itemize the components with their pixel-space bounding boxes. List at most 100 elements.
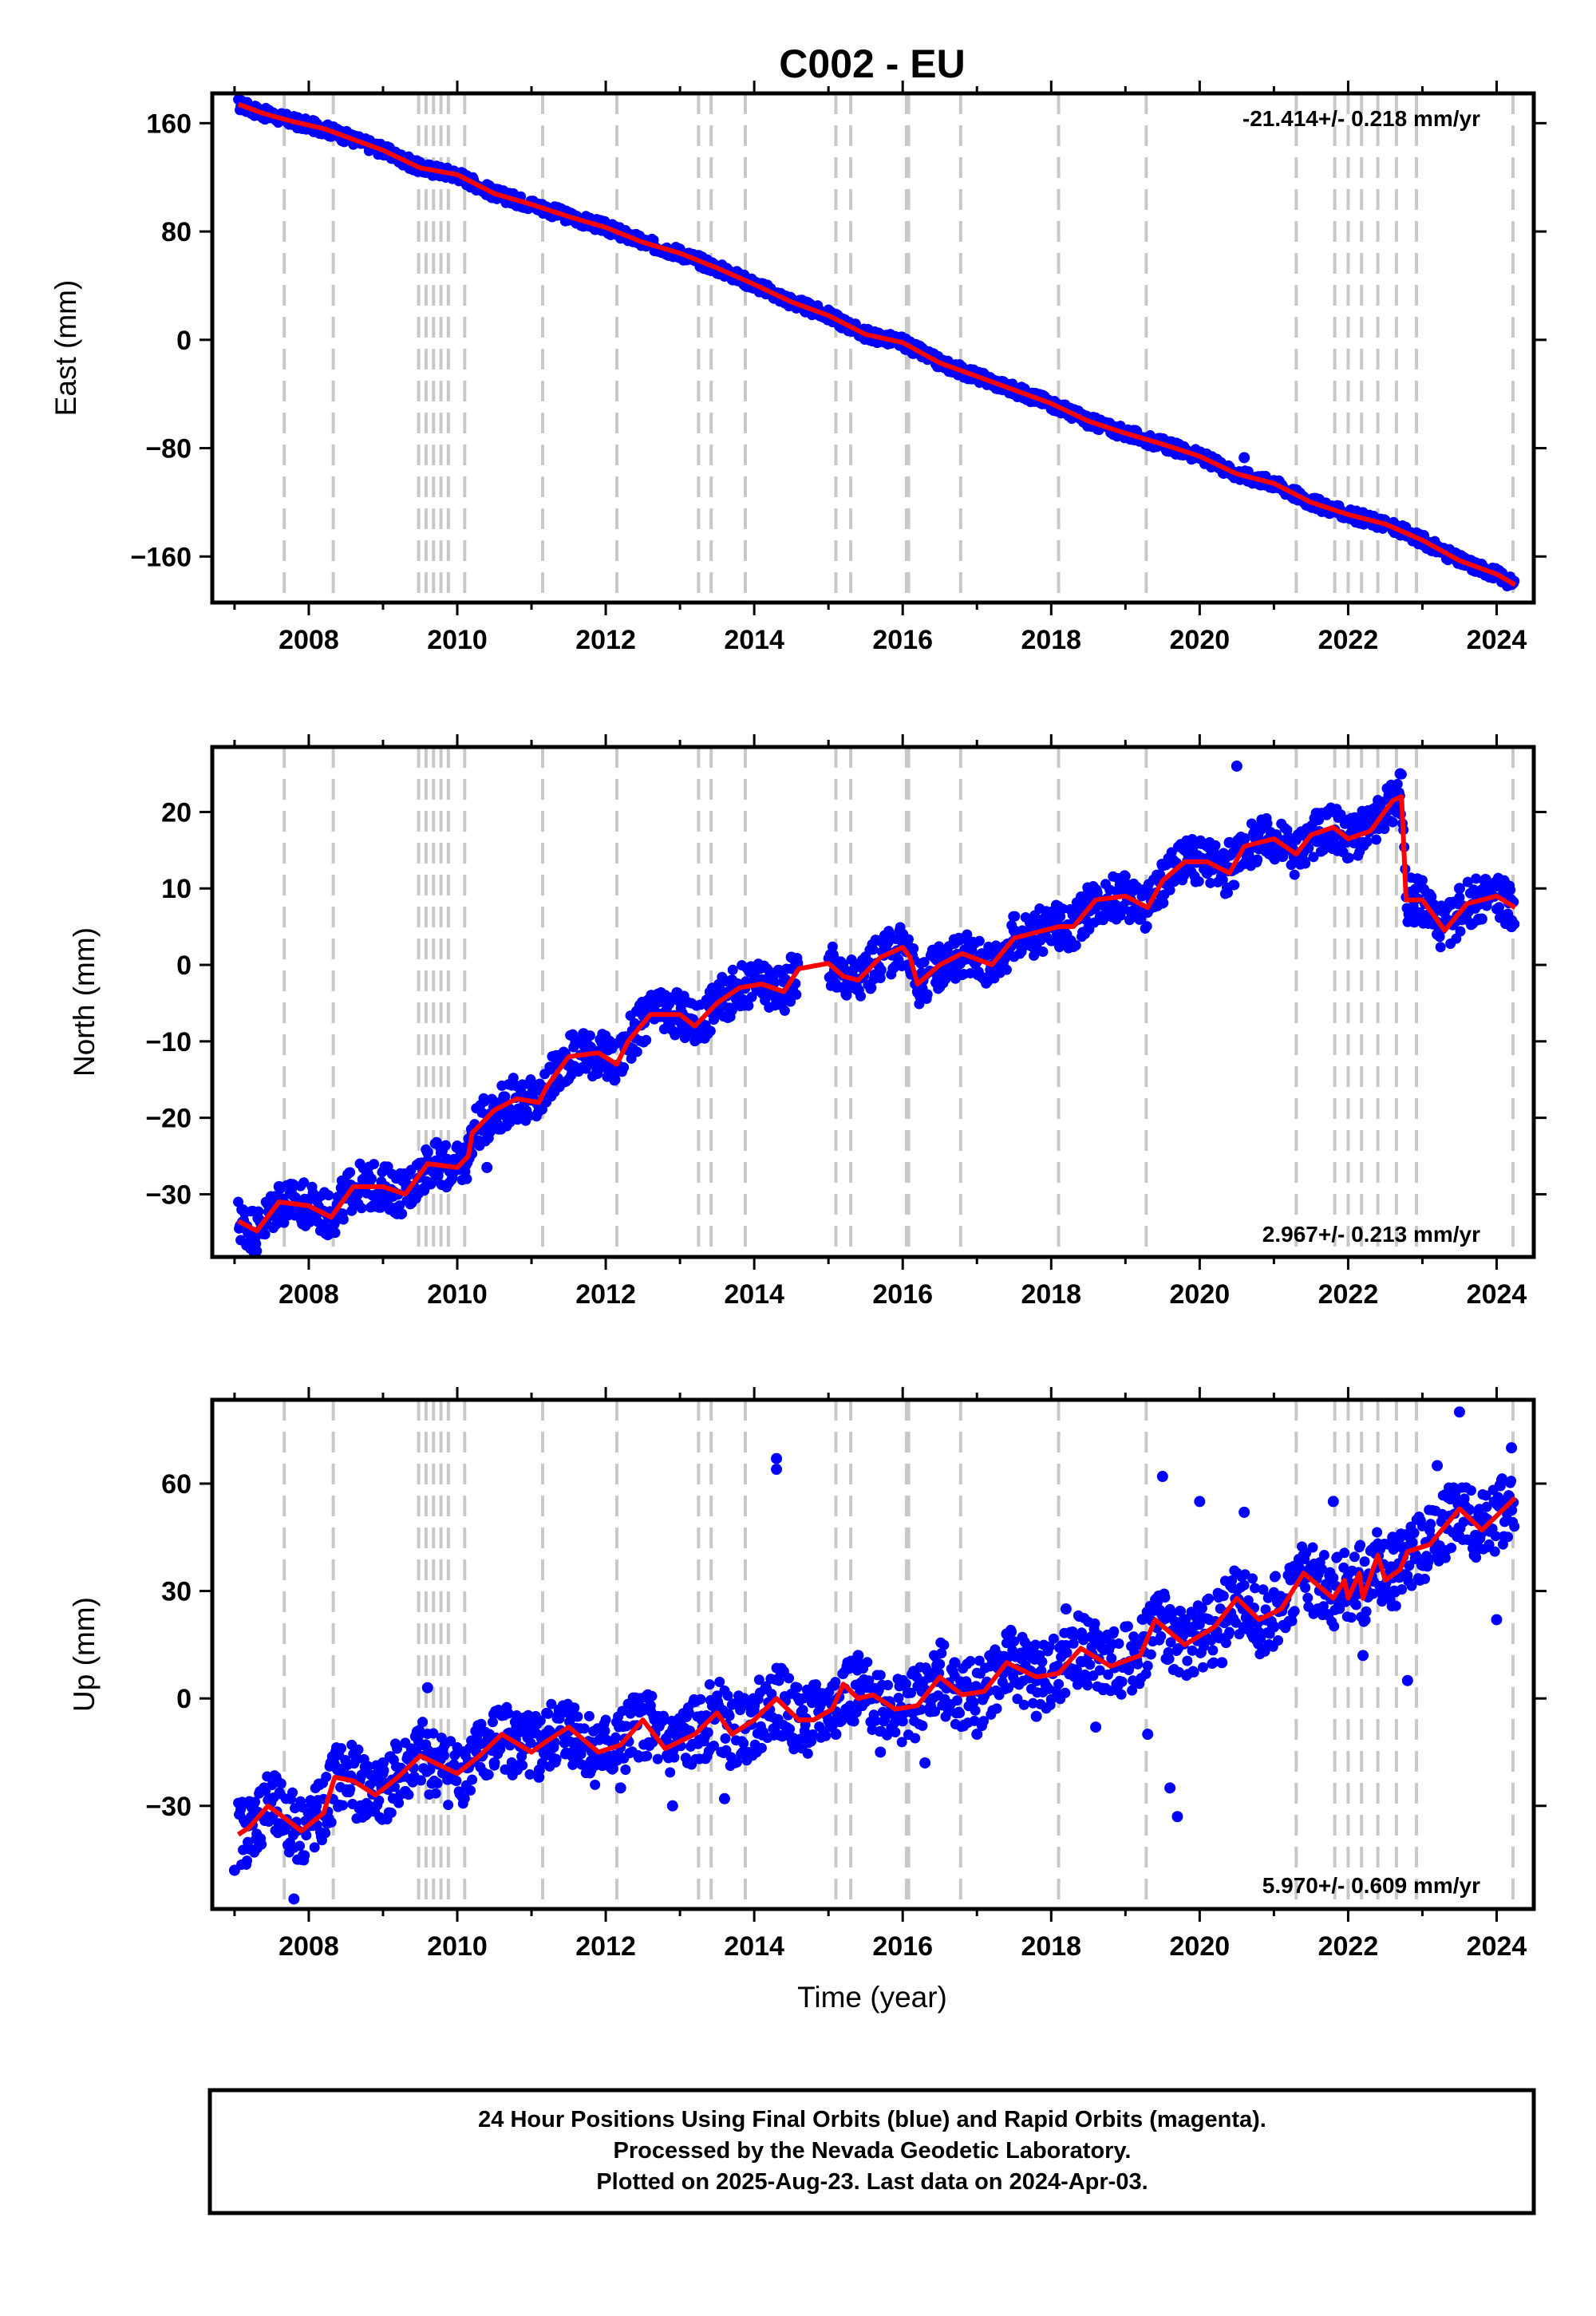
up-data-point [535,1715,546,1726]
up-data-point [1497,1539,1508,1550]
north-data-point [791,989,802,1000]
up-data-point [1339,1547,1350,1559]
up-data-point [1084,1659,1096,1670]
up-data-point [1360,1614,1371,1626]
up-data-point [1106,1653,1117,1664]
north-data-point [1435,942,1446,953]
north-x-tick-label: 2014 [724,1279,784,1310]
north-x-tick-label: 2008 [279,1279,339,1310]
up-data-point [1483,1539,1495,1550]
up-data-point [393,1797,405,1808]
up-data-point [917,1720,928,1731]
up-data-point [443,1800,454,1811]
up-data-point [445,1736,456,1747]
east-rate-label: -21.414+/- 0.218 mm/yr [1242,106,1480,131]
north-data-point [1001,964,1012,975]
up-data-point [1068,1638,1079,1649]
up-data-point [875,1746,887,1758]
up-data-point [301,1830,312,1841]
up-data-point [1103,1669,1114,1680]
up-data-point [487,1717,498,1728]
up-data-point [991,1703,1002,1714]
up-data-point [590,1779,601,1790]
up-data-point [738,1738,749,1749]
up-data-point [1300,1582,1311,1593]
up-data-point [797,1705,808,1716]
north-data-point [1471,873,1482,884]
north-y-tick-label: −10 [145,1027,192,1057]
up-data-point [1247,1573,1258,1584]
up-data-point [938,1639,950,1650]
up-data-point [1060,1603,1072,1615]
up-data-point [1388,1544,1399,1555]
east-panel: 2008 2010 2012 2014 2016 2018 2020 2022 20241608… [49,81,1547,655]
east-y-tick-label: 80 [161,217,192,247]
up-data-point [1001,1653,1013,1664]
up-data-point [965,1655,976,1666]
north-data-point [525,1074,536,1085]
north-data-point [1371,834,1382,845]
north-data-point [330,1227,341,1239]
up-data-point [702,1727,713,1738]
up-data-point [1060,1687,1071,1698]
north-model-line [237,794,1517,1234]
up-data-point [1481,1501,1492,1512]
north-data-point [1217,874,1228,885]
up-data-point [1199,1641,1210,1652]
up-data-point [1465,1485,1476,1496]
north-data-point [792,958,804,969]
up-data-point [288,1893,300,1905]
up-data-point [1089,1618,1100,1629]
up-data-point [820,1730,832,1741]
up-data-point [1440,1552,1451,1563]
up-data-point [731,1757,742,1768]
north-data-point [580,1063,591,1074]
north-data-point [974,935,985,947]
north-data-point [1509,919,1520,930]
north-data-point [1286,860,1297,871]
up-data-point [320,1828,331,1839]
up-data-point [1061,1647,1073,1658]
up-data-point [1496,1473,1507,1484]
up-data-point [930,1706,941,1717]
north-x-tick-label: 2018 [1021,1279,1081,1310]
east-plot-frame [210,91,1536,605]
north-data-point [1006,919,1017,931]
up-data-point [896,1737,907,1748]
up-data-point [766,1689,777,1700]
up-data-point [1491,1614,1503,1626]
east-x-tick-label: 2024 [1467,625,1527,655]
north-data-point [1120,871,1131,882]
up-data-point [625,1708,636,1719]
north-data-point [369,1159,380,1170]
up-data-point [551,1753,562,1765]
up-data-point [599,1725,610,1737]
north-data-point [1416,875,1428,886]
up-data-point [1355,1539,1366,1551]
north-data-point [1343,852,1354,864]
north-data-point [641,1034,652,1045]
up-data-point [665,1767,676,1778]
up-data-point [792,1682,803,1693]
north-data-point [908,943,919,954]
up-data-point [362,1761,373,1772]
up-data-point [1140,1668,1152,1679]
up-data-point [621,1721,632,1732]
up-data-point [1258,1584,1269,1595]
north-data-point [461,1173,472,1184]
up-data-point [1446,1543,1457,1554]
up-data-point [1490,1531,1501,1542]
up-data-point [451,1775,462,1786]
north-data-point [253,1206,264,1217]
up-data-point [1506,1476,1517,1487]
up-data-point [756,1742,767,1753]
up-data-point [438,1750,449,1761]
up-data-point [1396,1584,1408,1595]
north-y-tick-label: 0 [176,951,192,981]
up-data-point [978,1716,990,1727]
north-y-tick-label: 20 [161,797,192,828]
north-panel: 2008 2010 2012 2014 2016 2018 2020 2022 20242010… [68,734,1547,1310]
up-data-point [600,1714,611,1725]
east-x-tick-label: 2008 [279,625,339,655]
up-data-point [1012,1694,1023,1705]
